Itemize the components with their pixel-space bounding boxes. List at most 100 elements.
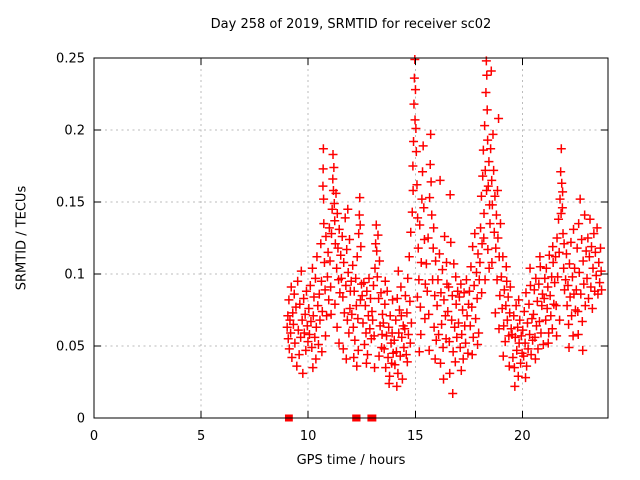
data-point xyxy=(568,331,578,341)
data-point xyxy=(521,373,531,383)
data-point xyxy=(476,191,486,201)
data-point xyxy=(328,174,338,184)
data-point xyxy=(485,219,495,229)
data-point xyxy=(471,314,481,324)
data-point xyxy=(588,263,598,273)
data-point xyxy=(410,85,420,95)
data-point xyxy=(430,354,440,364)
data-point xyxy=(353,314,363,324)
data-point xyxy=(372,246,382,256)
data-point xyxy=(393,368,403,378)
data-point xyxy=(286,282,296,292)
data-point xyxy=(287,353,297,363)
data-point xyxy=(301,345,311,355)
data-point xyxy=(556,167,566,177)
data-point xyxy=(487,200,497,210)
data-point xyxy=(554,247,564,257)
data-point xyxy=(373,230,383,240)
data-point xyxy=(336,273,346,283)
data-point xyxy=(426,177,436,187)
data-point xyxy=(361,358,371,368)
data-point xyxy=(573,306,583,316)
data-point xyxy=(306,317,316,327)
data-point xyxy=(425,193,435,203)
data-point xyxy=(410,115,420,125)
data-point xyxy=(391,315,401,325)
data-point xyxy=(535,252,545,262)
data-point xyxy=(381,363,391,373)
data-point xyxy=(490,308,500,318)
data-point xyxy=(447,291,457,301)
data-point xyxy=(589,229,599,239)
data-point xyxy=(409,137,419,147)
data-point xyxy=(472,268,482,278)
data-point xyxy=(526,350,536,360)
data-point xyxy=(476,223,486,233)
data-point xyxy=(499,321,509,331)
data-point xyxy=(300,309,310,319)
data-point xyxy=(502,315,512,325)
data-point xyxy=(464,286,474,296)
data-point xyxy=(293,276,303,286)
data-point xyxy=(415,220,425,230)
tick-labels: 0 5 10 15 20 0 0.05 0.1 0.15 0.2 0.25 xyxy=(56,52,531,445)
data-point xyxy=(401,350,411,360)
x-tick-label: 5 xyxy=(197,429,205,444)
data-point xyxy=(559,239,569,249)
data-point xyxy=(483,135,493,145)
data-point xyxy=(403,329,413,339)
data-point xyxy=(537,289,547,299)
data-point xyxy=(512,345,522,355)
data-point xyxy=(365,324,375,334)
data-point xyxy=(557,178,567,188)
data-point xyxy=(475,257,485,267)
data-point xyxy=(489,165,499,175)
data-point xyxy=(312,252,322,262)
data-point xyxy=(341,281,351,291)
data-point xyxy=(326,282,336,292)
data-point xyxy=(431,256,441,266)
data-point xyxy=(533,344,543,354)
data-point xyxy=(548,242,558,252)
data-point xyxy=(330,299,340,309)
data-point xyxy=(380,299,390,309)
data-point xyxy=(555,315,565,325)
data-point xyxy=(543,282,553,292)
data-point xyxy=(513,371,523,381)
data-point xyxy=(558,229,568,239)
data-point xyxy=(455,342,465,352)
data-point xyxy=(334,338,344,348)
data-point xyxy=(415,302,425,312)
data-point xyxy=(508,353,518,363)
data-point xyxy=(293,325,303,335)
data-point xyxy=(561,249,571,259)
data-point xyxy=(466,262,476,272)
data-point xyxy=(519,351,529,361)
data-point xyxy=(297,315,307,325)
data-point xyxy=(594,257,604,267)
data-point xyxy=(552,331,562,341)
data-point xyxy=(543,338,553,348)
data-point xyxy=(488,129,498,139)
data-point xyxy=(424,309,434,319)
data-point xyxy=(382,331,392,341)
data-point xyxy=(563,281,573,291)
data-point xyxy=(590,247,600,257)
data-point xyxy=(499,285,509,295)
data-point xyxy=(377,309,387,319)
data-point xyxy=(413,213,423,223)
data-point xyxy=(457,329,467,339)
data-point xyxy=(490,191,500,201)
x-tick-label: 10 xyxy=(300,429,317,444)
data-point xyxy=(345,304,355,314)
data-point xyxy=(362,286,372,296)
data-point xyxy=(582,273,592,283)
data-point xyxy=(561,275,571,285)
data-point xyxy=(357,291,367,301)
data-point xyxy=(573,329,583,339)
data-point xyxy=(308,311,318,321)
data-point xyxy=(577,317,587,327)
data-point xyxy=(477,288,487,298)
data-point xyxy=(384,378,394,388)
data-point xyxy=(576,289,586,299)
